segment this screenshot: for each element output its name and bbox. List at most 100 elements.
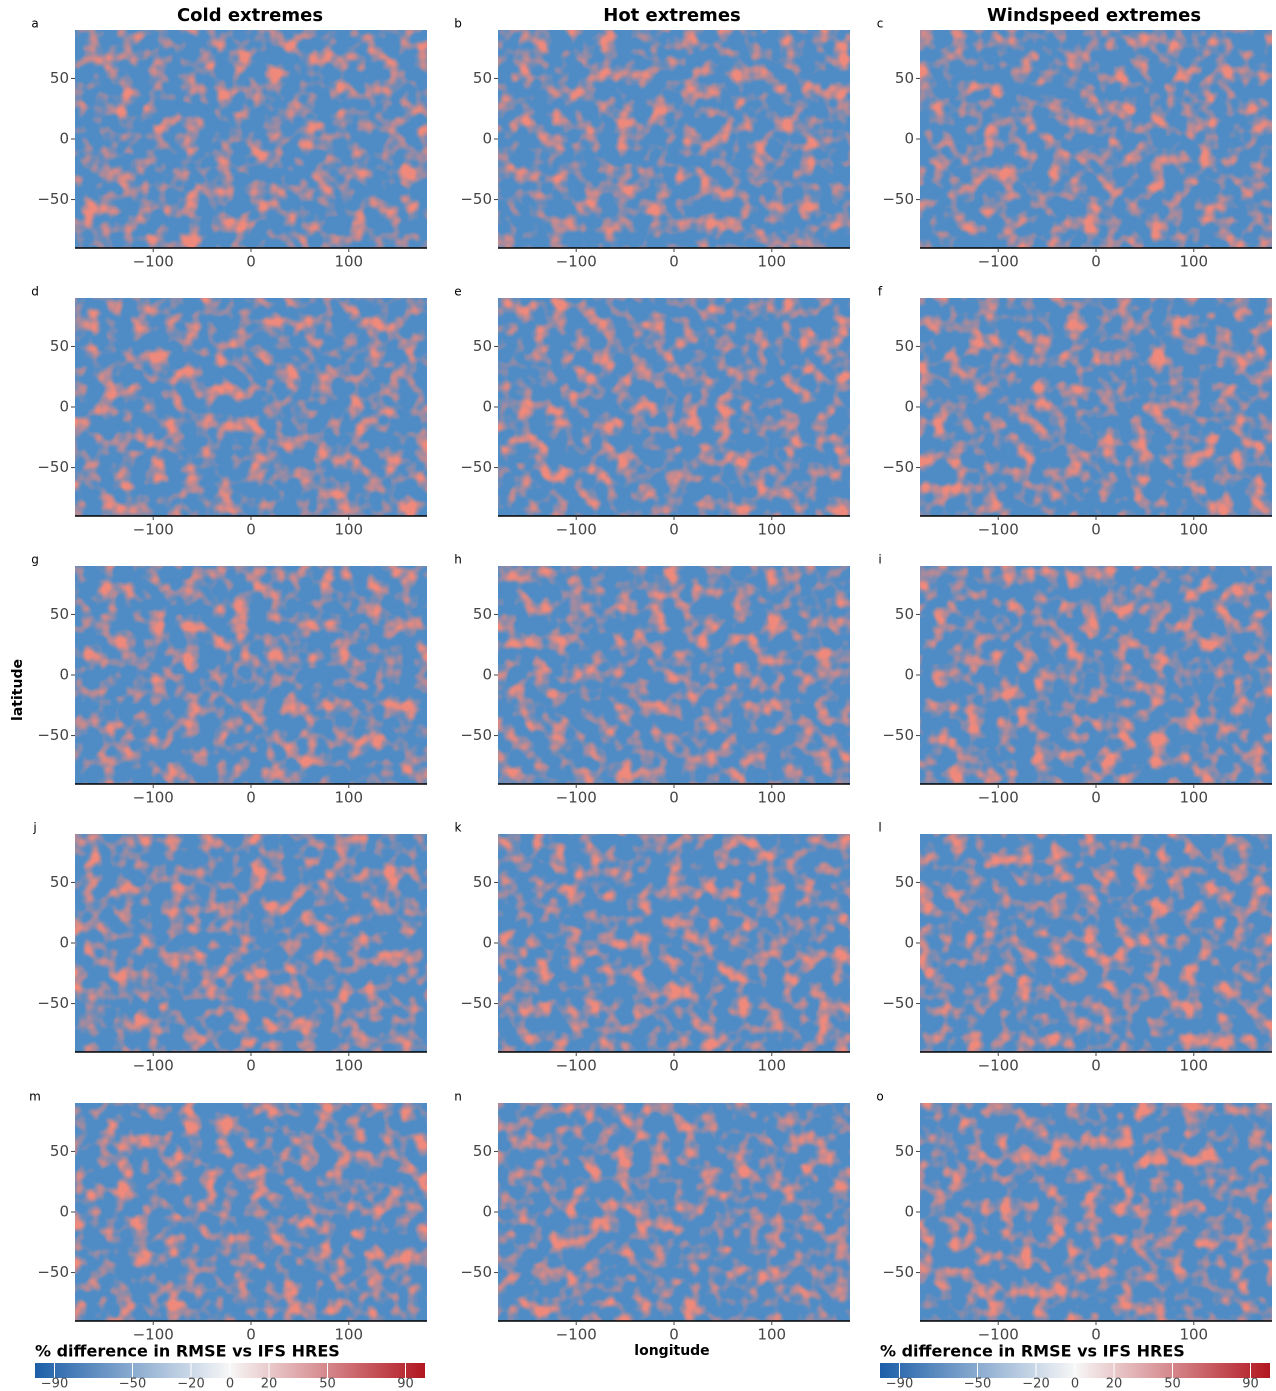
- x-tick-label: 100: [757, 1326, 786, 1344]
- colorbar-title: % difference in RMSE vs IFS HRES: [880, 1342, 1185, 1361]
- y-tick-label: −50: [37, 190, 69, 208]
- x-tick-label: 0: [1091, 789, 1101, 807]
- x-tick-label: 100: [1179, 521, 1208, 539]
- y-tick-label: 50: [895, 605, 914, 623]
- y-tick-label: −50: [37, 994, 69, 1012]
- x-tick-label: 0: [246, 253, 256, 271]
- x-tick-label: 100: [1179, 1057, 1208, 1075]
- y-tick-label: 50: [50, 605, 69, 623]
- y-tick-label: 0: [59, 934, 69, 952]
- panel-label: n: [454, 1090, 462, 1104]
- y-tick-label: 50: [895, 69, 914, 87]
- x-tick-label: −100: [978, 253, 1019, 271]
- map-texture: [75, 566, 427, 784]
- panel-label: g: [31, 553, 39, 567]
- y-axis-label: latitude: [10, 659, 26, 721]
- x-tick-label: 100: [334, 253, 363, 271]
- map-texture: [920, 30, 1272, 248]
- x-tick-label: 0: [246, 521, 256, 539]
- column-title: Hot extremes: [603, 5, 741, 26]
- y-tick-label: −50: [460, 1263, 492, 1281]
- panel-label: k: [455, 821, 462, 835]
- y-tick-label: −50: [882, 994, 914, 1012]
- y-tick-label: 0: [482, 1203, 492, 1221]
- y-tick-label: 50: [473, 1142, 492, 1160]
- y-tick-label: 50: [473, 337, 492, 355]
- x-axis-label: longitude: [634, 1343, 709, 1359]
- colorbar-tick-label: 20: [261, 1377, 278, 1391]
- x-tick-label: 100: [334, 521, 363, 539]
- y-tick-label: 0: [904, 398, 914, 416]
- x-tick-label: 0: [669, 253, 679, 271]
- panel-label: j: [32, 821, 36, 835]
- colorbar-tick-label: 50: [1164, 1377, 1181, 1391]
- figure: Cold extremes Hot extremes Windspeed ext…: [0, 0, 1276, 1391]
- colorbar-tick-label: −90: [41, 1377, 68, 1391]
- x-tick-label: 0: [246, 1057, 256, 1075]
- x-tick-label: 100: [334, 1057, 363, 1075]
- map-texture: [920, 566, 1272, 784]
- panel-label: c: [877, 17, 884, 31]
- map-texture: [75, 30, 427, 248]
- y-tick-label: 50: [895, 337, 914, 355]
- x-tick-label: 100: [334, 789, 363, 807]
- y-tick-label: −50: [882, 458, 914, 476]
- y-tick-label: 0: [904, 130, 914, 148]
- y-tick-label: 0: [482, 398, 492, 416]
- y-tick-label: 0: [482, 666, 492, 684]
- x-tick-label: −100: [556, 1057, 597, 1075]
- x-tick-label: −100: [133, 789, 174, 807]
- y-tick-label: −50: [37, 1263, 69, 1281]
- y-tick-label: −50: [882, 1263, 914, 1281]
- x-tick-label: −100: [133, 1057, 174, 1075]
- panel-label: f: [878, 285, 883, 299]
- x-tick-label: 0: [1091, 1057, 1101, 1075]
- colorbar-tick-label: −90: [886, 1377, 913, 1391]
- y-tick-label: 0: [904, 1203, 914, 1221]
- y-tick-label: 50: [473, 605, 492, 623]
- y-tick-label: 0: [482, 934, 492, 952]
- map-texture: [498, 30, 850, 248]
- column-title: Cold extremes: [177, 5, 323, 26]
- panel-label: l: [878, 821, 881, 835]
- x-tick-label: 100: [757, 1057, 786, 1075]
- colorbar-tick-label: −20: [177, 1377, 204, 1391]
- colorbar-tick-label: 20: [1106, 1377, 1123, 1391]
- x-tick-label: −100: [556, 789, 597, 807]
- map-texture: [75, 298, 427, 516]
- x-tick-label: −100: [556, 1326, 597, 1344]
- y-tick-label: 0: [59, 130, 69, 148]
- y-tick-label: 0: [482, 130, 492, 148]
- x-tick-label: 0: [1091, 521, 1101, 539]
- map-texture: [498, 566, 850, 784]
- colorbar-tick-label: −20: [1022, 1377, 1049, 1391]
- map-texture: [75, 834, 427, 1052]
- column-title: Windspeed extremes: [987, 5, 1201, 26]
- x-tick-label: −100: [556, 253, 597, 271]
- panel-label: b: [454, 17, 462, 31]
- y-tick-label: 0: [59, 666, 69, 684]
- x-tick-label: 0: [246, 789, 256, 807]
- panel-label: a: [31, 17, 38, 31]
- y-tick-label: 50: [473, 69, 492, 87]
- x-tick-label: 0: [669, 789, 679, 807]
- panel-label: e: [454, 285, 461, 299]
- y-tick-label: 50: [50, 337, 69, 355]
- map-texture: [920, 298, 1272, 516]
- y-tick-label: 0: [59, 1203, 69, 1221]
- x-tick-label: 100: [1179, 789, 1208, 807]
- y-tick-label: 50: [473, 873, 492, 891]
- y-tick-label: 0: [59, 398, 69, 416]
- y-tick-label: −50: [460, 190, 492, 208]
- panel-label: h: [454, 553, 462, 567]
- y-tick-label: −50: [460, 726, 492, 744]
- y-tick-label: −50: [37, 726, 69, 744]
- x-tick-label: 0: [1091, 253, 1101, 271]
- x-tick-label: 0: [669, 521, 679, 539]
- colorbar-tick-label: 50: [319, 1377, 336, 1391]
- y-tick-label: 50: [50, 69, 69, 87]
- y-tick-label: −50: [37, 458, 69, 476]
- y-tick-label: 0: [904, 666, 914, 684]
- y-tick-label: 50: [50, 1142, 69, 1160]
- x-tick-label: 100: [1179, 253, 1208, 271]
